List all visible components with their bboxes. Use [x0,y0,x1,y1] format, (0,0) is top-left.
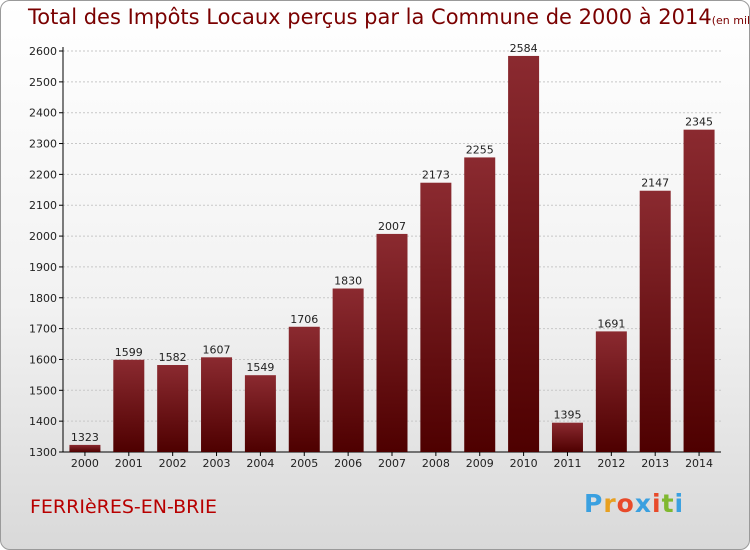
data-label: 2007 [378,220,406,233]
data-label: 1323 [71,431,99,444]
y-tick-label: 1300 [29,446,57,459]
y-tick-label: 2300 [29,138,57,151]
x-tick-label: 2008 [422,457,450,470]
commune-name: FERRIèRES-EN-BRIE [30,496,217,518]
x-tick-label: 2000 [71,457,99,470]
data-label: 2147 [641,177,669,190]
title-unit: (en milliers d'€) [711,14,750,27]
x-tick-label: 2012 [597,457,625,470]
logo-letter: i [652,489,662,518]
logo-letter: i [674,489,685,518]
bar [157,365,189,452]
data-label: 1549 [246,361,274,374]
y-tick-label: 1800 [29,292,57,305]
y-tick-label: 2100 [29,199,57,212]
data-label: 1706 [290,313,318,326]
data-label: 1395 [553,409,581,422]
bar [376,233,408,452]
bar [244,375,276,452]
bar [201,357,233,452]
y-tick-label: 2200 [29,168,57,181]
y-tick-label: 1700 [29,323,57,336]
y-tick-label: 1500 [29,384,57,397]
x-tick-label: 2003 [203,457,231,470]
data-label: 1691 [597,317,625,330]
bar [420,182,452,452]
bar [332,288,364,452]
axes: 1300 1400 1500 1600 1700 1800 1900 2000 2100 2200… [29,45,721,470]
x-tick-label: 2007 [378,457,406,470]
data-label: 1582 [159,351,187,364]
x-tick-label: 2001 [115,457,143,470]
x-tick-label: 2014 [685,457,713,470]
logo-letter: o [616,489,635,518]
y-tick-label: 2500 [29,76,57,89]
bars [69,55,715,452]
data-label: 1607 [203,343,231,356]
x-tick-label: 2010 [510,457,538,470]
bar [595,331,627,452]
bar [551,422,583,452]
data-label: 2345 [685,116,713,129]
logo-letter: r [603,489,617,518]
bar [69,444,101,452]
title-text: Total des Impôts Locaux perçus par la Co… [28,5,712,29]
bar [508,55,540,452]
bar [639,190,671,452]
logo-letter: t [661,489,675,518]
bar [288,326,320,452]
data-label: 2584 [510,42,538,55]
data-labels: 1323 1599 1582 1607 1549 1706 1830 2007 2173 2255… [71,42,713,444]
x-tick-label: 2013 [641,457,669,470]
logo-letter: P [584,489,604,518]
bar [464,157,496,452]
proxiti-logo: Proxiti [584,489,684,518]
y-tick-label: 1600 [29,353,57,366]
y-tick-label: 1900 [29,261,57,274]
data-label: 2255 [466,143,494,156]
x-tick-label: 2006 [334,457,362,470]
y-tick-label: 2400 [29,107,57,120]
chart-title: Total des Impôts Locaux perçus par la Co… [28,5,750,29]
x-tick-label: 2002 [159,457,187,470]
data-label: 1599 [115,346,143,359]
data-label: 2173 [422,169,450,182]
y-tick-label: 1400 [29,415,57,428]
y-tick-label: 2000 [29,230,57,243]
logo-letter: x [634,489,652,518]
x-tick-label: 2009 [466,457,494,470]
bar [113,359,145,452]
bar [683,129,715,452]
x-tick-label: 2005 [290,457,318,470]
x-tick-label: 2011 [553,457,581,470]
data-label: 1830 [334,275,362,288]
y-tick-label: 2600 [29,45,57,58]
x-tick-label: 2004 [246,457,274,470]
